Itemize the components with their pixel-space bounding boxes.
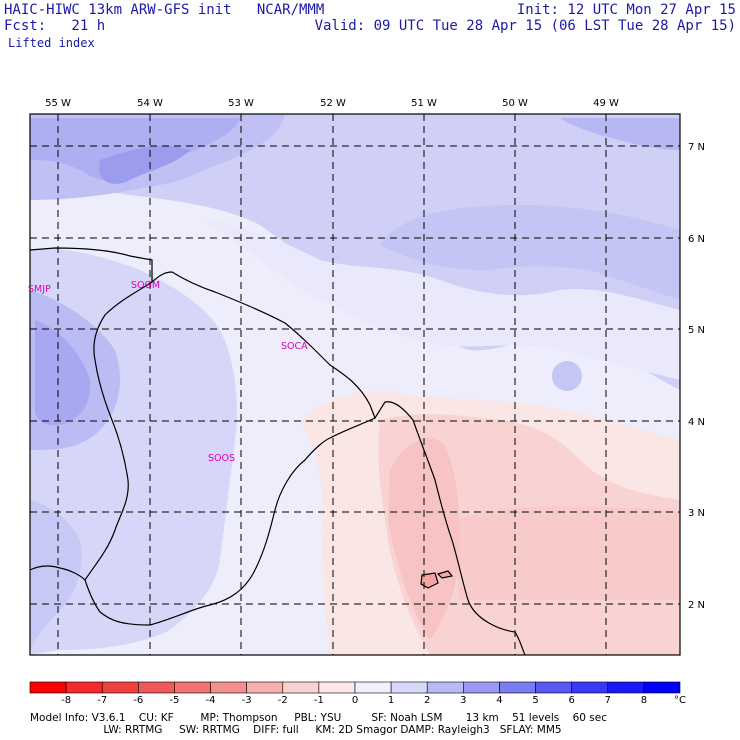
colorbar-swatch — [535, 681, 572, 694]
longitude-labels: 55 W 54 W 53 W 52 W 51 W 50 W 49 W — [45, 98, 619, 109]
colorbar — [29, 681, 681, 694]
colorbar-swatch — [499, 681, 536, 694]
lon-label: 54 W — [137, 98, 163, 109]
colorbar-swatch — [29, 681, 67, 694]
lon-label: 51 W — [411, 98, 437, 109]
colorbar-tick-label: -4 — [206, 695, 216, 706]
model-info-line2: LW: RRTMG SW: RRTMG DIFF: full KM: 2D Sm… — [30, 724, 562, 736]
colorbar-tick-label: -6 — [133, 695, 143, 706]
colorbar-tick-label: 8 — [641, 695, 647, 706]
lat-label: 5 N — [688, 325, 705, 336]
forecast-hour: Fcst: 21 h — [4, 18, 106, 34]
colorbar-swatch — [65, 681, 103, 694]
lifted-index-field — [30, 114, 680, 655]
lat-label: 4 N — [688, 417, 705, 428]
station-label: SOGM — [131, 280, 160, 291]
init-time: Init: 12 UTC Mon 27 Apr 15 — [516, 2, 736, 18]
colorbar-swatch — [390, 681, 428, 694]
colorbar-tick-label: 0 — [352, 695, 358, 706]
colorbar-swatch — [246, 681, 284, 694]
coastlines-borders — [30, 247, 526, 655]
colorbar-swatch — [571, 681, 609, 694]
lat-label: 2 N — [688, 600, 705, 611]
station-label: SOCA — [281, 341, 308, 352]
station-labels: SMJP SOGM SOCA SOOS — [28, 280, 308, 464]
lat-label: 6 N — [688, 234, 705, 245]
colorbar-swatch — [101, 681, 139, 694]
colorbar-tick-label: -7 — [97, 695, 107, 706]
colorbar-swatch — [354, 681, 392, 694]
lon-label: 52 W — [320, 98, 346, 109]
colorbar-tick-label: 6 — [568, 695, 574, 706]
field-name: Lifted index — [8, 36, 95, 50]
valid-time: Valid: 09 UTC Tue 28 Apr 15 (06 LST Tue … — [314, 18, 736, 34]
colorbar-tick-label: 7 — [605, 695, 611, 706]
colorbar-swatch — [607, 681, 645, 694]
colorbar-tick-label: 5 — [532, 695, 538, 706]
colorbar-unit: °C — [674, 695, 686, 706]
colorbar-labels: -8 -7 -6 -5 -4 -3 -2 -1 0 1 2 3 4 5 6 7 8 — [61, 695, 647, 706]
model-title: HAIC-HIWC 13km ARW-GFS init NCAR/MMM — [4, 2, 325, 18]
colorbar-tick-label: -2 — [278, 695, 288, 706]
colorbar-swatch — [463, 681, 500, 694]
lon-label: 50 W — [502, 98, 528, 109]
lon-label: 55 W — [45, 98, 71, 109]
lon-label: 53 W — [228, 98, 254, 109]
latitude-labels: 7 N 6 N 5 N 4 N 3 N 2 N — [688, 142, 705, 611]
station-label: SOOS — [208, 453, 235, 464]
colorbar-tick-label: -5 — [169, 695, 179, 706]
colorbar-swatch — [210, 681, 247, 694]
colorbar-swatch — [282, 681, 320, 694]
colorbar-tick-label: 3 — [460, 695, 466, 706]
colorbar-swatch — [318, 681, 356, 694]
map-frame — [29, 113, 681, 656]
lat-label: 3 N — [688, 508, 705, 519]
station-label: SMJP — [28, 284, 51, 295]
lon-label: 49 W — [593, 98, 619, 109]
lat-lon-grid — [30, 114, 680, 655]
colorbar-tick-label: -8 — [61, 695, 71, 706]
colorbar-tick-label: 4 — [496, 695, 502, 706]
colorbar-swatch — [138, 681, 175, 694]
colorbar-swatch — [643, 681, 681, 694]
colorbar-swatch — [174, 681, 211, 694]
colorbar-swatch — [426, 681, 464, 694]
colorbar-tick-label: -3 — [242, 695, 252, 706]
lat-label: 7 N — [688, 142, 705, 153]
model-info-line1: Model Info: V3.6.1 CU: KF MP: Thompson P… — [30, 712, 607, 724]
colorbar-tick-label: 1 — [388, 695, 394, 706]
colorbar-tick-label: 2 — [424, 695, 430, 706]
colorbar-tick-label: -1 — [314, 695, 324, 706]
